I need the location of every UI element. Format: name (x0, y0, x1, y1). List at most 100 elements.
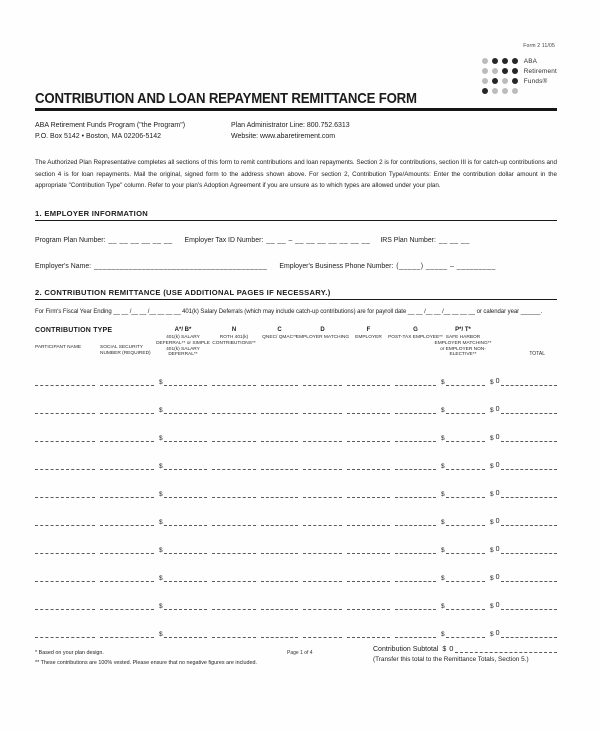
program-plan-number-field[interactable]: Program Plan Number: __ __ __ __ __ __ (35, 237, 173, 244)
field-f[interactable] (347, 582, 390, 610)
field-p-t[interactable]: $ (441, 526, 485, 554)
employer-name-blank[interactable]: ________________________________________ (94, 263, 268, 270)
field-ssn[interactable] (100, 498, 154, 526)
field-g[interactable] (395, 386, 436, 414)
field-g[interactable] (395, 358, 436, 386)
field-c[interactable] (261, 554, 298, 582)
tax-id-field[interactable]: Employer Tax ID Number: __ __ – __ __ __… (185, 237, 371, 244)
field-f[interactable] (347, 414, 390, 442)
field-participant-name[interactable] (35, 442, 95, 470)
field-d[interactable] (303, 582, 342, 610)
field-total[interactable]: $0 (490, 470, 557, 498)
field-participant-name[interactable] (35, 610, 95, 638)
business-phone-blanks[interactable]: (_____) _____ – _________ (396, 263, 496, 270)
irs-plan-number-field[interactable]: IRS Plan Number: __ __ __ (380, 237, 469, 244)
field-d[interactable] (303, 526, 342, 554)
field-total[interactable]: $0 (490, 498, 557, 526)
field-p-t[interactable]: $ (441, 610, 485, 638)
field-total[interactable]: $0 (490, 582, 557, 610)
field-a-b[interactable]: $ (159, 470, 207, 498)
field-participant-name[interactable] (35, 470, 95, 498)
field-n[interactable] (212, 610, 256, 638)
tax-id-blanks[interactable]: __ __ – __ __ __ __ __ __ __ (266, 237, 371, 244)
field-g[interactable] (395, 414, 436, 442)
field-c[interactable] (261, 526, 298, 554)
field-a-b[interactable]: $ (159, 358, 207, 386)
field-total[interactable]: $0 (490, 526, 557, 554)
field-p-t[interactable]: $ (441, 470, 485, 498)
field-n[interactable] (212, 358, 256, 386)
field-ssn[interactable] (100, 610, 154, 638)
field-d[interactable] (303, 358, 342, 386)
field-n[interactable] (212, 526, 256, 554)
business-phone-field[interactable]: Employer's Business Phone Number: (_____… (279, 263, 495, 270)
field-n[interactable] (212, 554, 256, 582)
field-f[interactable] (347, 498, 390, 526)
field-a-b[interactable]: $ (159, 498, 207, 526)
subtotal-blank-line[interactable] (455, 652, 557, 653)
field-total[interactable]: $0 (490, 554, 557, 582)
field-g[interactable] (395, 526, 436, 554)
field-g[interactable] (395, 610, 436, 638)
field-p-t[interactable]: $ (441, 582, 485, 610)
field-c[interactable] (261, 386, 298, 414)
field-d[interactable] (303, 498, 342, 526)
field-f[interactable] (347, 526, 390, 554)
field-f[interactable] (347, 386, 390, 414)
field-n[interactable] (212, 498, 256, 526)
field-c[interactable] (261, 582, 298, 610)
field-d[interactable] (303, 470, 342, 498)
field-participant-name[interactable] (35, 526, 95, 554)
field-a-b[interactable]: $ (159, 582, 207, 610)
field-g[interactable] (395, 442, 436, 470)
field-f[interactable] (347, 470, 390, 498)
program-plan-number-blanks[interactable]: __ __ __ __ __ __ (108, 237, 173, 244)
field-participant-name[interactable] (35, 386, 95, 414)
field-ssn[interactable] (100, 442, 154, 470)
field-d[interactable] (303, 610, 342, 638)
field-p-t[interactable]: $ (441, 554, 485, 582)
field-g[interactable] (395, 554, 436, 582)
field-f[interactable] (347, 610, 390, 638)
field-c[interactable] (261, 442, 298, 470)
field-d[interactable] (303, 554, 342, 582)
field-p-t[interactable]: $ (441, 442, 485, 470)
field-ssn[interactable] (100, 358, 154, 386)
field-ssn[interactable] (100, 526, 154, 554)
field-p-t[interactable]: $ (441, 498, 485, 526)
field-participant-name[interactable] (35, 358, 95, 386)
field-a-b[interactable]: $ (159, 526, 207, 554)
field-c[interactable] (261, 358, 298, 386)
field-total[interactable]: $0 (490, 358, 557, 386)
field-ssn[interactable] (100, 554, 154, 582)
field-total[interactable]: $0 (490, 386, 557, 414)
field-a-b[interactable]: $ (159, 442, 207, 470)
field-p-t[interactable]: $ (441, 386, 485, 414)
field-f[interactable] (347, 442, 390, 470)
field-participant-name[interactable] (35, 582, 95, 610)
field-ssn[interactable] (100, 470, 154, 498)
field-ssn[interactable] (100, 414, 154, 442)
field-n[interactable] (212, 582, 256, 610)
field-total[interactable]: $0 (490, 442, 557, 470)
field-a-b[interactable]: $ (159, 610, 207, 638)
field-n[interactable] (212, 470, 256, 498)
field-a-b[interactable]: $ (159, 414, 207, 442)
field-d[interactable] (303, 386, 342, 414)
irs-plan-number-blanks[interactable]: __ __ __ (438, 237, 470, 244)
field-total[interactable]: $0 (490, 610, 557, 638)
field-participant-name[interactable] (35, 498, 95, 526)
field-a-b[interactable]: $ (159, 554, 207, 582)
field-c[interactable] (261, 498, 298, 526)
field-c[interactable] (261, 414, 298, 442)
field-c[interactable] (261, 470, 298, 498)
field-g[interactable] (395, 470, 436, 498)
field-p-t[interactable]: $ (441, 414, 485, 442)
field-ssn[interactable] (100, 386, 154, 414)
field-f[interactable] (347, 358, 390, 386)
employer-name-field[interactable]: Employer's Name: _______________________… (35, 263, 267, 270)
field-g[interactable] (395, 582, 436, 610)
field-n[interactable] (212, 414, 256, 442)
field-p-t[interactable]: $ (441, 358, 485, 386)
fiscal-year-line[interactable]: For Firm's Fiscal Year Ending __ __ /__ … (35, 309, 543, 315)
